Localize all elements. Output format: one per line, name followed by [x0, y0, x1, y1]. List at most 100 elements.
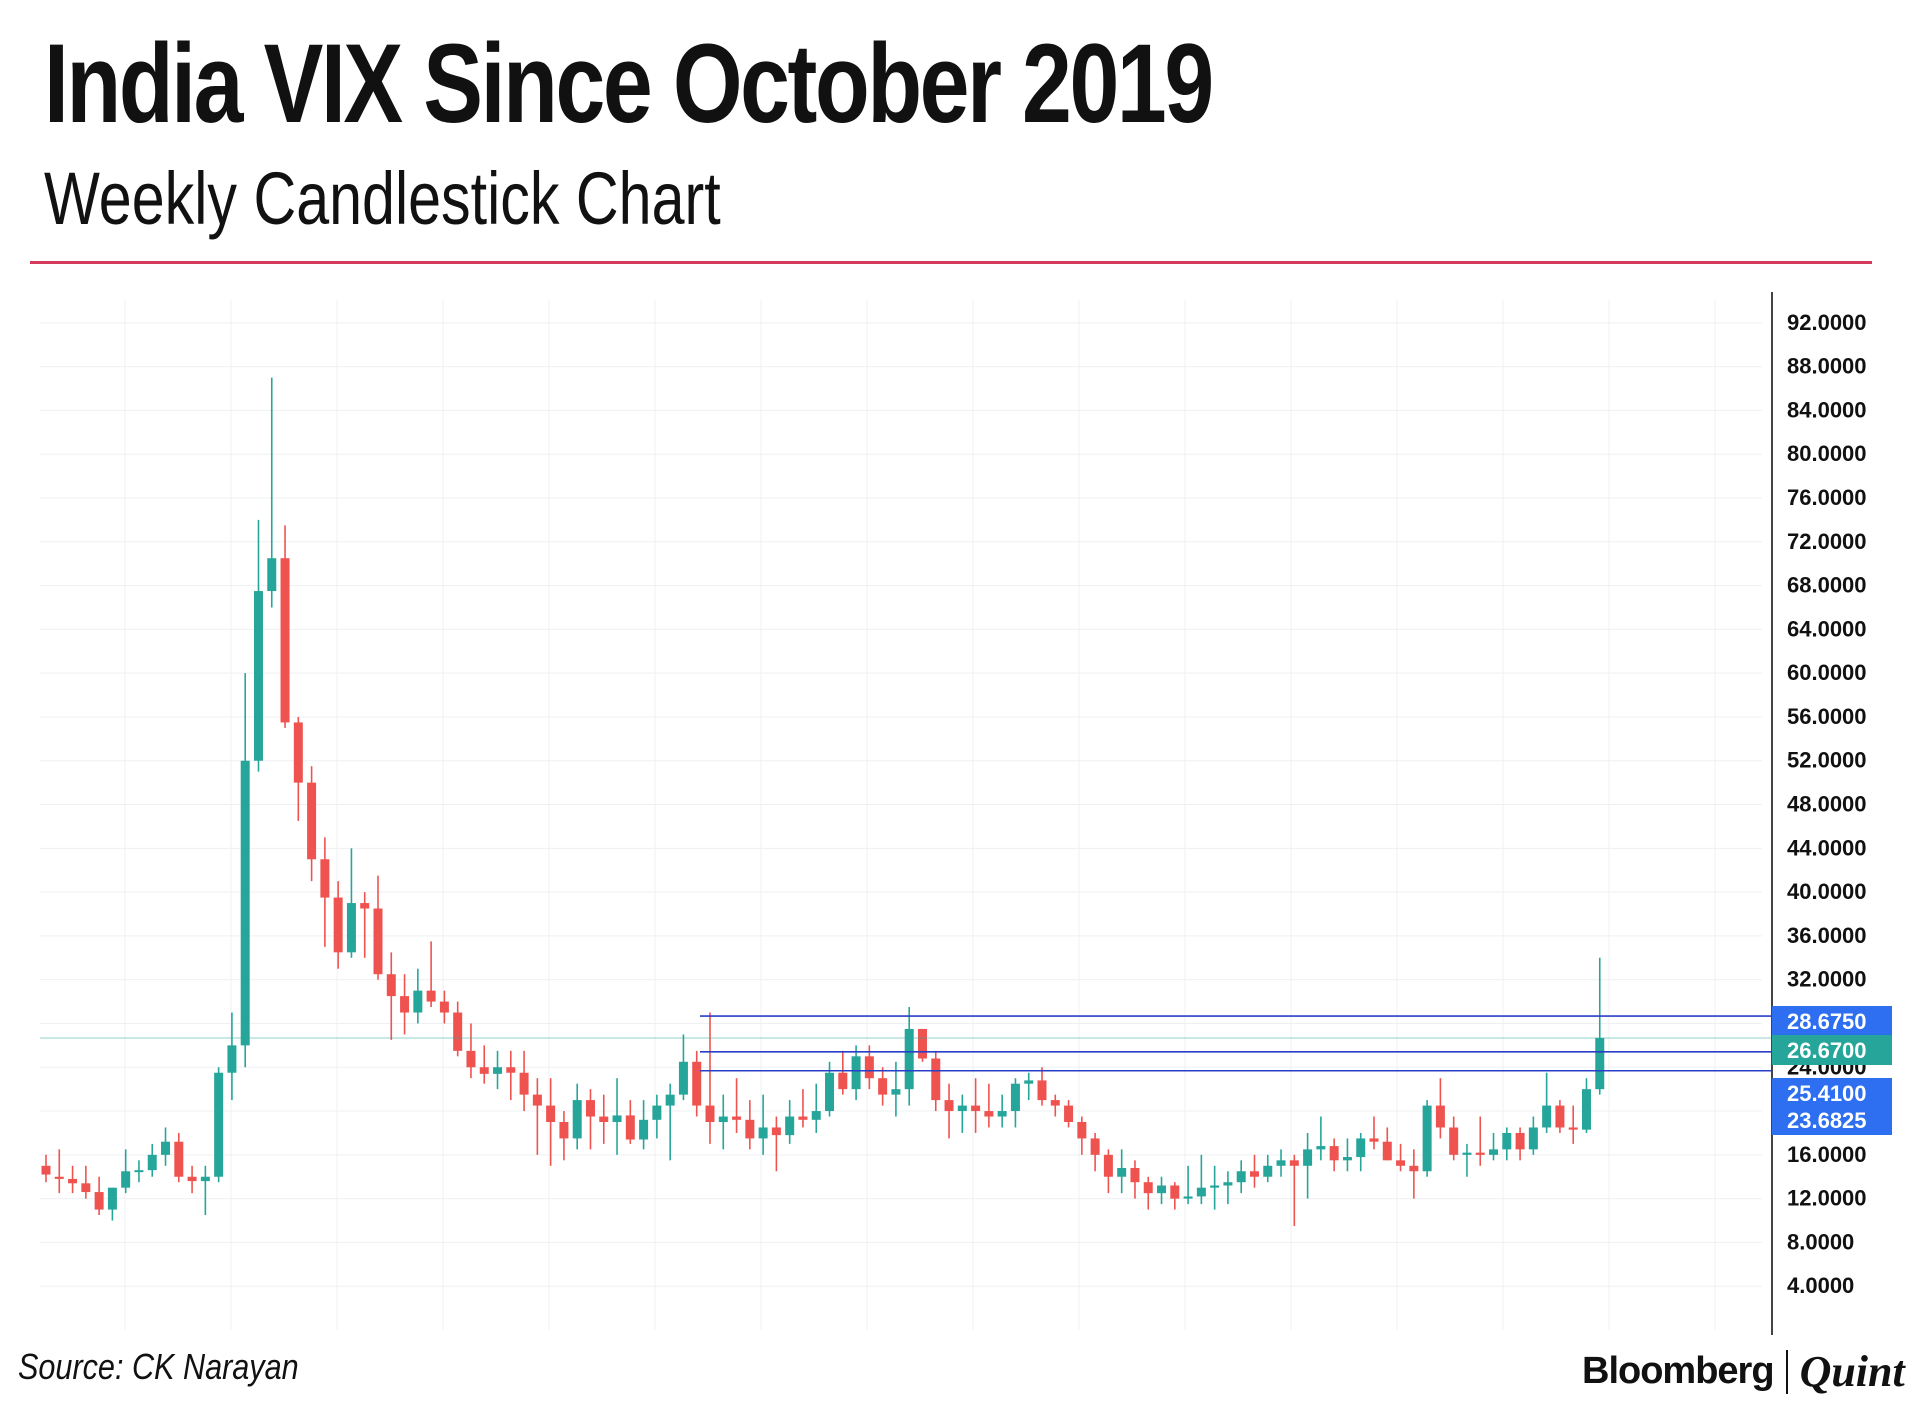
candle-body	[1409, 1165, 1419, 1172]
price-level-lines	[40, 1015, 1772, 1072]
y-tick-label: 44.0000	[1787, 835, 1867, 860]
candle-body	[134, 1170, 144, 1173]
candle-body	[360, 903, 370, 909]
y-tick-label: 72.0000	[1787, 529, 1867, 554]
candle-body	[625, 1115, 635, 1140]
candle-body	[426, 990, 436, 1002]
candle-body	[652, 1105, 662, 1120]
candle-body	[240, 760, 250, 1046]
candle-body	[917, 1028, 927, 1059]
candle-body	[1196, 1187, 1206, 1197]
candle-body	[400, 996, 410, 1013]
candle-body	[214, 1072, 224, 1177]
price-label-text: 28.6750	[1787, 1009, 1867, 1034]
candle-body	[612, 1115, 622, 1122]
candle-body	[267, 558, 277, 592]
candle-body	[1382, 1141, 1392, 1161]
candle-body	[280, 558, 290, 723]
candle-body	[532, 1094, 542, 1106]
candle-body	[1117, 1167, 1127, 1177]
y-tick-label: 68.0000	[1787, 573, 1867, 598]
candle-body	[891, 1089, 901, 1095]
candle-body	[94, 1192, 104, 1210]
title-divider	[30, 261, 1872, 264]
candle-body	[1223, 1182, 1233, 1186]
candle-body	[346, 903, 356, 953]
y-tick-label: 84.0000	[1787, 397, 1867, 422]
candle-body	[253, 591, 263, 761]
candle-body	[1024, 1080, 1034, 1084]
candle-body	[851, 1056, 861, 1090]
candle-body	[519, 1072, 529, 1095]
candle-body	[825, 1072, 835, 1112]
price-label-text: 26.6700	[1787, 1038, 1867, 1063]
candle-body	[506, 1067, 516, 1073]
candle-body	[121, 1171, 131, 1188]
price-label-box	[1772, 1078, 1892, 1108]
candle-body	[572, 1100, 582, 1139]
candle-body	[745, 1119, 755, 1139]
candle-body	[984, 1111, 994, 1117]
y-tick-label: 92.0000	[1787, 310, 1867, 335]
candle-body	[878, 1078, 888, 1095]
candle-body	[307, 782, 317, 860]
candle-body	[1037, 1080, 1047, 1101]
candle-body	[1050, 1100, 1060, 1106]
candle-body	[320, 859, 330, 898]
candle-body	[373, 908, 383, 975]
candle-body	[1369, 1138, 1379, 1142]
y-tick-label: 12.0000	[1787, 1186, 1867, 1211]
candle-body	[1249, 1171, 1259, 1177]
y-tick-label: 48.0000	[1787, 792, 1867, 817]
y-tick-label: 4.0000	[1787, 1273, 1854, 1298]
candle-body	[1263, 1165, 1273, 1177]
candle-body	[1462, 1152, 1472, 1155]
price-label-text: 23.6825	[1787, 1108, 1867, 1133]
y-tick-label: 76.0000	[1787, 485, 1867, 510]
candle-body	[546, 1105, 556, 1122]
candle-body	[1435, 1105, 1445, 1128]
candle-body	[493, 1067, 503, 1074]
candle-body	[413, 990, 423, 1013]
candle-body	[68, 1178, 78, 1184]
candle-body	[1555, 1105, 1565, 1128]
candle-body	[1489, 1149, 1499, 1155]
candle-body	[479, 1067, 489, 1074]
candle-body	[1329, 1146, 1339, 1161]
candle-body	[705, 1105, 715, 1122]
candle-body	[107, 1187, 117, 1210]
candle-body	[997, 1111, 1007, 1117]
chart-title: India VIX Since October 2019	[44, 21, 1214, 146]
price-label-box	[1772, 1105, 1892, 1135]
y-tick-label: 64.0000	[1787, 616, 1867, 641]
candle-body	[559, 1122, 569, 1139]
y-tick-label: 88.0000	[1787, 354, 1867, 379]
candle-body	[1170, 1185, 1180, 1199]
y-tick-label: 16.0000	[1787, 1142, 1867, 1167]
candle-body	[293, 722, 303, 783]
price-label-box	[1772, 1035, 1892, 1065]
candle-body	[758, 1127, 768, 1139]
candle-body	[798, 1116, 808, 1120]
candle-body	[174, 1141, 184, 1177]
candle-body	[1528, 1127, 1538, 1150]
candle-body	[1103, 1154, 1113, 1177]
candle-body	[1303, 1149, 1313, 1166]
candle-body	[944, 1100, 954, 1112]
candle-body	[1143, 1182, 1153, 1194]
candle-body	[200, 1176, 210, 1182]
candle-body	[1077, 1122, 1087, 1139]
y-tick-label: 80.0000	[1787, 441, 1867, 466]
y-tick-label: 60.0000	[1787, 660, 1867, 685]
y-tick-label: 40.0000	[1787, 879, 1867, 904]
candle-body	[333, 897, 343, 953]
chart-grid	[40, 300, 1762, 1330]
chart-subtitle: Weekly Candlestick Chart	[44, 157, 721, 240]
candle-body	[453, 1012, 463, 1051]
price-axis: 4.00008.000012.000016.000020.000024.0000…	[1771, 292, 1867, 1335]
candle-body	[718, 1116, 728, 1122]
candle-body	[41, 1165, 51, 1175]
candle-body	[785, 1116, 795, 1136]
